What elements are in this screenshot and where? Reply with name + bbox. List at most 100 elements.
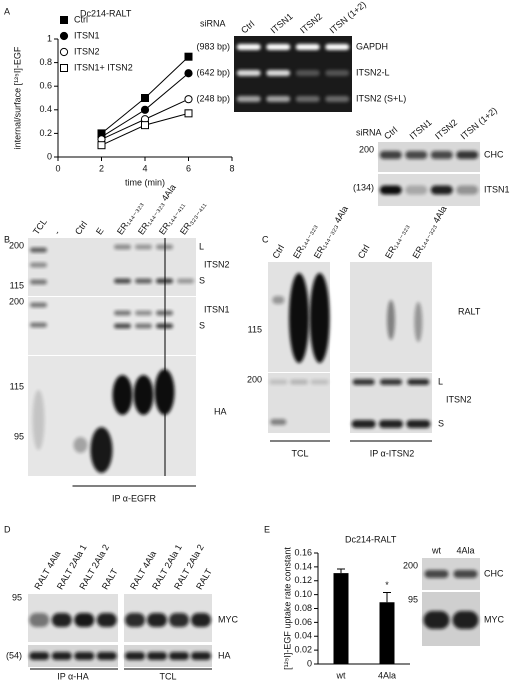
- band: [406, 420, 431, 428]
- band: [456, 185, 479, 195]
- lane-label: E: [94, 226, 106, 237]
- x-tick-label: 4Ala: [378, 670, 396, 680]
- band: [156, 323, 173, 329]
- band: [30, 302, 47, 308]
- lane-label: ITSN2: [433, 117, 459, 141]
- y-tick-label: 0.14: [294, 561, 312, 571]
- row-label: ITSN2 (S+L): [356, 93, 406, 103]
- band: [74, 652, 95, 660]
- data-point: [184, 52, 193, 61]
- error-bar: [337, 568, 345, 574]
- marker-label: 95: [408, 594, 418, 604]
- y-tick-label: 0.02: [294, 645, 312, 655]
- band-label: S: [199, 320, 205, 330]
- row-label: HA: [218, 650, 231, 660]
- lane-label: ITSN (1+2): [459, 105, 499, 141]
- marker-label: 115: [248, 324, 262, 334]
- band-label: L: [199, 241, 204, 251]
- band: [114, 310, 131, 316]
- band: [154, 369, 175, 415]
- band: [135, 278, 152, 284]
- band: [325, 44, 350, 50]
- band: [191, 613, 211, 627]
- marker-label: (54): [6, 650, 22, 660]
- lane-label: ITSN2: [298, 11, 324, 35]
- x-tick-label: wt: [336, 670, 346, 680]
- y-tick-label: 0.04: [294, 631, 312, 641]
- lane-label: ER₁₄₄₋₃₂₃ 4Ala: [312, 204, 350, 260]
- band: [325, 70, 350, 76]
- row-label: MYC: [484, 614, 505, 624]
- band: [236, 44, 261, 50]
- y-tick-label: 0.08: [294, 603, 312, 613]
- y-tick-label: 0.2: [39, 128, 52, 138]
- band-label: S: [199, 275, 205, 285]
- chart-title: Dc214-RALT: [80, 8, 132, 18]
- marker-label: 95: [14, 431, 24, 441]
- band: [405, 151, 428, 159]
- row-label: ITSN1: [484, 184, 510, 194]
- legend-marker: [59, 47, 69, 57]
- lane-label: -: [52, 228, 62, 236]
- band: [125, 652, 145, 660]
- band: [414, 302, 423, 342]
- legend-label: Ctrl: [74, 14, 88, 24]
- data-point: [184, 69, 193, 78]
- band: [156, 244, 173, 250]
- band: [453, 570, 478, 578]
- panel-label: E: [264, 524, 270, 534]
- band: [147, 652, 167, 660]
- error-bar: [383, 592, 391, 603]
- band: [423, 611, 450, 629]
- band: [30, 262, 47, 268]
- lane-label: Ctrl: [270, 243, 286, 260]
- footer-label: TCL: [291, 448, 308, 458]
- band: [452, 611, 479, 629]
- legend-marker: [59, 31, 69, 41]
- band: [387, 300, 395, 340]
- row-label: HA: [214, 406, 227, 416]
- band-label: L: [438, 376, 443, 386]
- band: [30, 279, 47, 285]
- legend-label: ITSN1: [74, 30, 100, 40]
- x-tick-label: 8: [229, 163, 234, 173]
- band: [30, 322, 47, 328]
- band: [407, 379, 430, 385]
- bar: [333, 573, 349, 664]
- panel-label: A: [4, 6, 10, 16]
- band: [270, 419, 287, 425]
- y-tick-label: 0.10: [294, 589, 312, 599]
- band: [30, 247, 47, 253]
- lane-label: ITSN1: [269, 11, 295, 35]
- marker-label: 200: [247, 374, 262, 384]
- header-label: siRNA: [200, 18, 226, 28]
- size-label: (248 bp): [196, 93, 230, 103]
- blot: [28, 645, 118, 667]
- band: [96, 613, 117, 627]
- row-label: ITSN2: [446, 394, 472, 404]
- band: [32, 390, 45, 450]
- band: [379, 185, 402, 195]
- marker-label: 200: [359, 144, 374, 154]
- band: [74, 613, 95, 627]
- band: [379, 420, 403, 428]
- bar: [379, 602, 395, 664]
- band: [295, 96, 320, 102]
- band: [125, 613, 145, 627]
- band: [310, 379, 329, 385]
- y-tick-label: 0: [47, 151, 52, 161]
- band: [156, 310, 173, 316]
- band: [29, 613, 50, 627]
- x-tick-label: 6: [186, 163, 191, 173]
- band: [51, 613, 72, 627]
- row-label: CHC: [484, 568, 504, 578]
- data-point: [141, 121, 149, 130]
- row-label: ITSN2-L: [356, 67, 390, 77]
- marker-label: 95: [12, 592, 22, 602]
- band: [135, 310, 152, 316]
- band: [112, 375, 133, 415]
- panel-label: D: [4, 524, 11, 534]
- lane-label: Ctrl: [356, 243, 372, 260]
